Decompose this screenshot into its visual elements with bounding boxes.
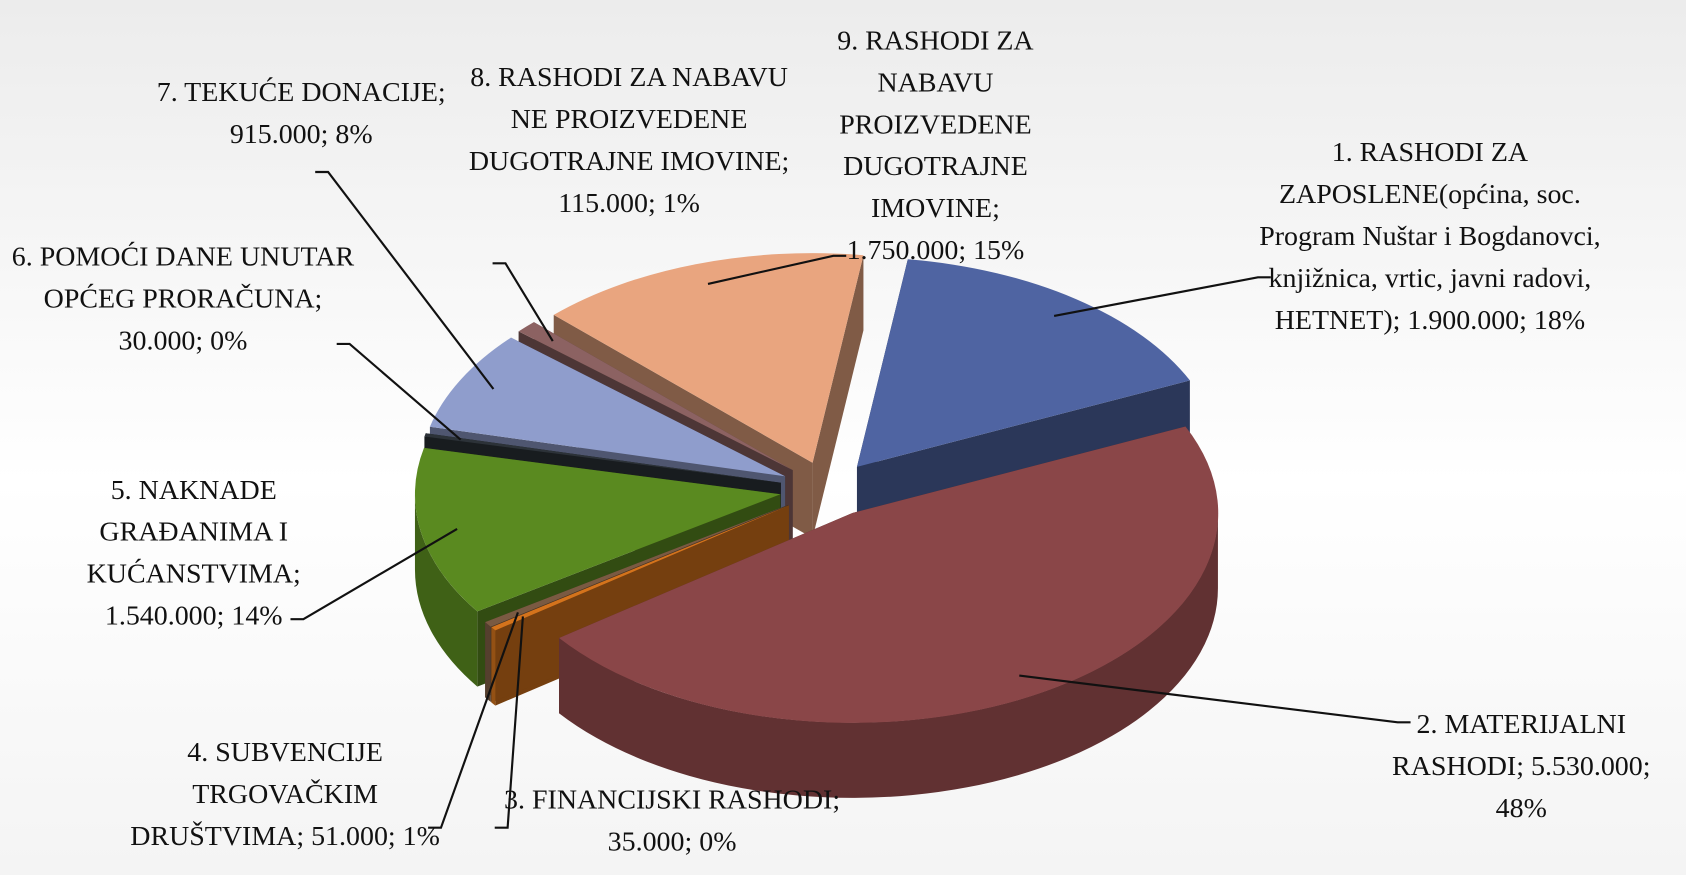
- label-line: 1. RASHODI ZA: [1332, 137, 1528, 168]
- slice-top: [491, 505, 789, 631]
- leader-line: [290, 528, 458, 621]
- label-line: RASHODI; 5.530.000;: [1392, 751, 1650, 782]
- label-line: 4. SUBVENCIJE: [187, 737, 383, 768]
- leader-line: [336, 342, 462, 441]
- slice-top: [429, 337, 786, 477]
- label-line: 48%: [1496, 793, 1547, 824]
- label-line: PROIZVEDENE: [839, 109, 1031, 140]
- label-line: knjižnica, vrtic, javni radovi,: [1269, 263, 1592, 294]
- slice: [559, 426, 1219, 798]
- leader-line: [494, 616, 524, 829]
- slice-top: [414, 447, 781, 612]
- label-line: 1.750.000; 15%: [847, 235, 1025, 266]
- label-line: 115.000; 1%: [558, 188, 700, 219]
- label-line: ZAPOSLENE(općina, soc.: [1279, 179, 1581, 210]
- label-line: 915.000; 8%: [230, 119, 373, 150]
- slice-side: [812, 255, 864, 539]
- data-label: 7. TEKUĆE DONACIJE; 915.000; 8%: [157, 77, 446, 150]
- label-line: NABAVU: [877, 67, 993, 98]
- slice-side: [485, 622, 491, 702]
- slice-side: [491, 627, 496, 706]
- label-line: Program Nuštar i Bogdanovci,: [1259, 221, 1600, 252]
- label-line: 6. POMOĆI DANE UNUTAR: [12, 242, 355, 273]
- slice-top: [424, 433, 781, 483]
- label-line: KUĆANSTVIMA;: [87, 559, 301, 590]
- label-line: 30.000; 0%: [119, 325, 248, 356]
- label-line: 1.540.000; 14%: [105, 601, 283, 632]
- label-line: 3. FINANCIJSKI RASHODI;: [504, 784, 840, 815]
- data-label: 5. NAKNADE GRAĐANIMA I KUĆANSTVIMA; 1.540.0…: [87, 475, 301, 632]
- label-line: 5. NAKNADE: [111, 475, 277, 506]
- data-label: 8. RASHODI ZA NABAVU NE PROIZVEDENE DUGOTR…: [469, 62, 789, 219]
- label-line: DRUŠTVIMA; 51.000; 1%: [130, 821, 440, 852]
- label-line: OPĆEG PRORAČUNA;: [44, 283, 323, 314]
- slice-top: [485, 504, 789, 627]
- label-line: NE PROIZVEDENE: [511, 104, 748, 135]
- data-label: 2. MATERIJALNI RASHODI; 5.530.000; 48%: [1392, 709, 1650, 824]
- label-line: 2. MATERIJALNI: [1417, 709, 1627, 740]
- leader-line: [428, 612, 519, 829]
- slice-side: [414, 494, 478, 687]
- data-label: 1. RASHODI ZA ZAPOSLENE(općina, soc. Progr…: [1259, 137, 1600, 336]
- data-label: 3. FINANCIJSKI RASHODI; 35.000; 0%: [504, 784, 840, 857]
- label-line: GRAĐANIMA I: [99, 517, 288, 548]
- slice-top: [518, 322, 793, 471]
- slice-top: [553, 253, 864, 463]
- label-line: TRGOVAČKIM: [192, 779, 378, 810]
- slice-side: [559, 512, 1218, 798]
- label-line: 7. TEKUĆE DONACIJE;: [157, 77, 446, 108]
- slice-top: [856, 259, 1190, 467]
- label-line: 35.000; 0%: [608, 826, 737, 857]
- leader-line: [492, 262, 554, 342]
- leader-line: [1053, 276, 1271, 317]
- data-label: 9. RASHODI ZA NABAVU PROIZVEDENE DUGOTRAJNE…: [837, 25, 1033, 266]
- label-line: HETNET); 1.900.000; 18%: [1275, 305, 1585, 336]
- label-line: IMOVINE;: [871, 193, 1000, 224]
- data-label: 6. POMOĆI DANE UNUTAR OPĆEG PRORAČUNA; 30.…: [12, 242, 355, 357]
- leader-line: [707, 254, 847, 285]
- slice-top: [559, 426, 1219, 723]
- label-line: DUGOTRAJNE: [843, 151, 1028, 182]
- label-line: 8. RASHODI ZA NABAVU: [470, 62, 788, 93]
- label-line: DUGOTRAJNE IMOVINE;: [469, 146, 789, 177]
- label-line: 9. RASHODI ZA: [837, 25, 1033, 56]
- leader-line: [1019, 674, 1411, 724]
- leader-line: [315, 170, 495, 390]
- data-label: 4. SUBVENCIJE TRGOVAČKIM DRUŠTVIMA; 51.000…: [130, 737, 440, 852]
